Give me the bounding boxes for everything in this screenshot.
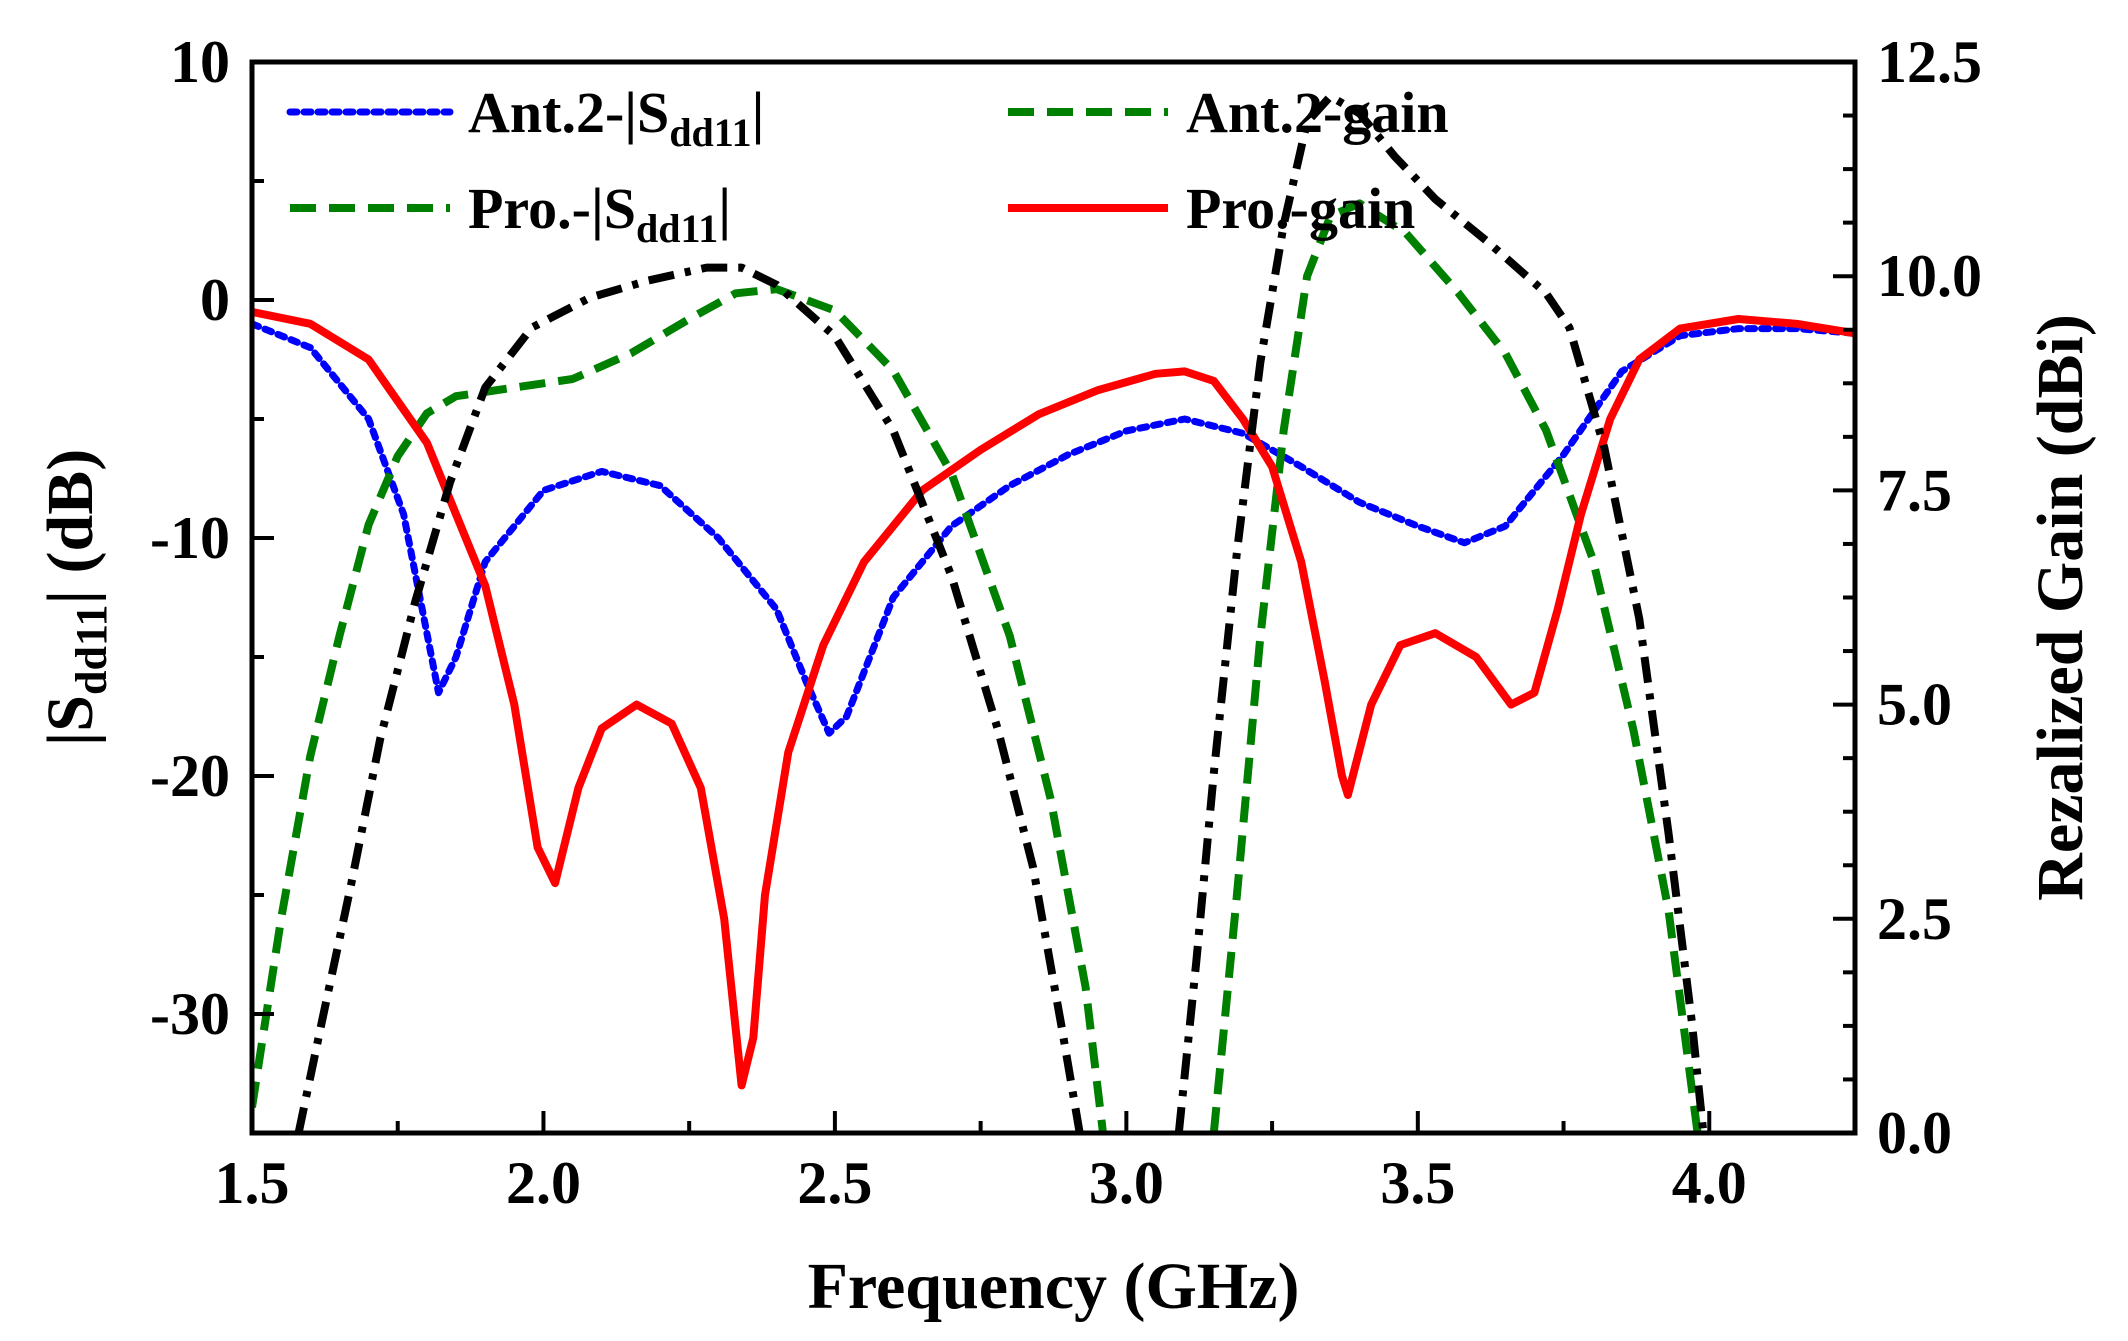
- x-tick-label: 2.0: [506, 1150, 581, 1216]
- legend-label-1: Ant.2-gain: [1186, 80, 1449, 145]
- y-right-tick-label: 5.0: [1877, 672, 1952, 738]
- legend-label-main: Pro.-|S: [468, 176, 636, 241]
- series-line-1: [252, 285, 1107, 1133]
- y-axis-left-title: |Sdd11| (dB): [34, 449, 116, 746]
- legend-label-0: Ant.2-|Sdd11|: [468, 80, 764, 155]
- y-axis-right-title: Rezalized Gain (dBi): [2024, 314, 2097, 901]
- x-tick-label: 2.5: [797, 1150, 872, 1216]
- y-left-tick-label: -30: [150, 981, 230, 1047]
- y-axis-left-title-sub: dd11: [67, 604, 116, 695]
- x-tick-label: 4.0: [1672, 1150, 1747, 1216]
- y-right-tick-label: 7.5: [1877, 457, 1952, 523]
- series-line-3: [252, 307, 1855, 1090]
- legend-label-suffix: |: [718, 176, 731, 241]
- legend-label-main: Ant.2-|S: [468, 80, 669, 145]
- x-tick-label: 1.5: [215, 1150, 290, 1216]
- axis-ticks: [250, 60, 1857, 1135]
- y-right-tick-label: 10.0: [1877, 243, 1982, 309]
- legend-label-sub: dd11: [669, 110, 751, 155]
- y-right-tick-label: 12.5: [1877, 29, 1982, 95]
- legend-label-sub: dd11: [636, 206, 718, 251]
- x-tick-label: 3.5: [1380, 1150, 1455, 1216]
- y-right-tick-label: 0.0: [1877, 1100, 1952, 1166]
- y-right-tick-label: 2.5: [1877, 886, 1952, 952]
- y-left-tick-label: -10: [150, 505, 230, 571]
- legend-label-suffix: |: [752, 80, 765, 145]
- plot-series: [252, 92, 1855, 1133]
- y-axis-left-title-suffix: | (dB): [34, 449, 107, 605]
- x-axis-title: Frequency (GHz): [808, 1250, 1300, 1323]
- legend-label-3: Pro.-gain: [1186, 176, 1415, 241]
- x-tick-label: 3.0: [1089, 1150, 1164, 1216]
- y-left-tick-label: -20: [150, 743, 230, 809]
- y-left-tick-label: 10: [170, 29, 230, 95]
- series-line-2: [1209, 199, 1702, 1133]
- legend-label-main: Ant.2-gain: [1186, 80, 1449, 145]
- series-line-5: [1174, 92, 1708, 1133]
- y-left-tick-label: 0: [200, 267, 230, 333]
- series-line-0: [252, 320, 1855, 737]
- series-line-4: [294, 263, 1084, 1133]
- y-axis-left-title-main: |S: [34, 695, 107, 746]
- legend-label-main: Pro.-gain: [1186, 176, 1415, 241]
- axis-labels: 1.5 2.0 2.5 3.0 3.5 4.0 10 0 -10 -20 -30 12.5 10.0 7.…: [150, 29, 1982, 1216]
- legend-label-2: Pro.-|Sdd11|: [468, 176, 731, 251]
